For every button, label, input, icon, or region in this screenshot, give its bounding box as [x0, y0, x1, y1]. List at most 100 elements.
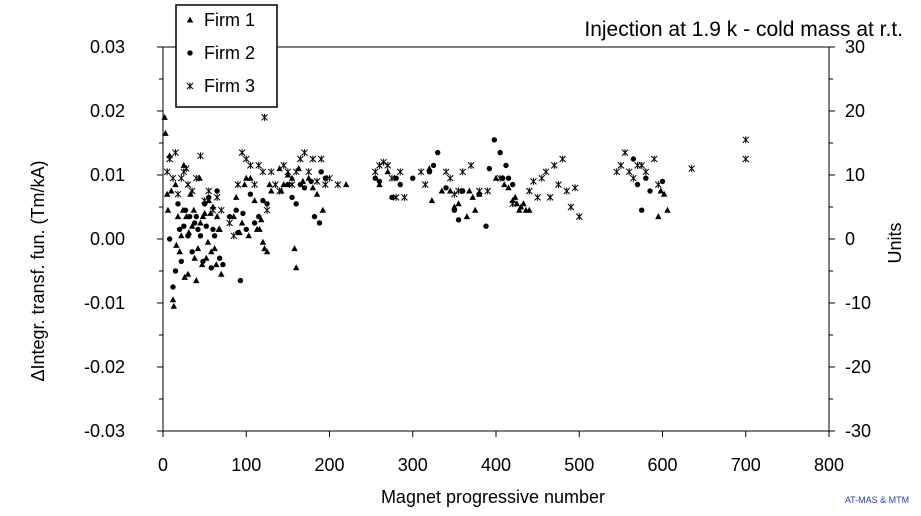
data-point: [638, 207, 645, 213]
data-point: [301, 149, 308, 157]
data-point: [196, 174, 203, 181]
data-point: [426, 165, 433, 172]
data-point: [172, 181, 179, 188]
credit-label: AT-MAS & MTM: [845, 495, 909, 505]
data-point: [501, 181, 508, 188]
data-point: [617, 161, 625, 169]
data-point: [272, 181, 279, 189]
data-point: [258, 216, 265, 223]
x-tick-label: 600: [647, 455, 677, 475]
data-point: [455, 187, 462, 195]
data-point: [181, 273, 188, 280]
data-point: [191, 254, 198, 261]
data-point: [241, 181, 248, 188]
data-point: [289, 194, 295, 201]
data-point: [313, 190, 321, 197]
data-point: [555, 181, 562, 189]
data-point: [316, 220, 323, 226]
data-point: [451, 207, 458, 213]
data-point: [163, 190, 171, 197]
data-point: [542, 168, 550, 176]
data-point: [213, 261, 220, 268]
data-point: [530, 177, 537, 185]
y-tick-label: 0.01: [90, 165, 125, 185]
data-point: [173, 241, 180, 248]
data-point: [263, 206, 271, 214]
legend-marker: [186, 82, 194, 90]
data-point: [210, 226, 216, 233]
data-point: [438, 187, 446, 194]
data-point: [203, 223, 209, 229]
data-point: [177, 174, 185, 182]
data-point: [280, 181, 287, 188]
data-point: [284, 168, 292, 176]
data-point: [388, 174, 396, 182]
data-point: [276, 165, 283, 172]
data-point: [638, 161, 646, 169]
data-point: [213, 213, 221, 220]
data-point: [451, 190, 458, 198]
data-point: [455, 200, 462, 207]
data-point: [214, 188, 220, 194]
data-point: [630, 156, 637, 162]
data-point: [318, 169, 324, 175]
data-point: [261, 245, 268, 252]
data-point: [243, 174, 250, 181]
data-point: [326, 174, 333, 182]
data-point: [208, 248, 215, 255]
legend-label: Firm 1: [204, 10, 255, 30]
data-point: [216, 255, 223, 261]
data-point: [267, 168, 275, 176]
data-point: [192, 174, 200, 182]
data-point: [384, 168, 391, 175]
data-point: [175, 201, 181, 207]
data-point: [664, 206, 671, 213]
data-point: [659, 178, 666, 185]
data-point: [426, 169, 433, 175]
data-point: [230, 232, 238, 240]
data-point: [201, 197, 208, 205]
x-tick-label: 100: [231, 455, 261, 475]
data-point: [401, 193, 408, 201]
data-point: [466, 187, 473, 194]
data-point: [435, 149, 441, 156]
data-point: [264, 201, 270, 207]
legend-marker: [186, 16, 194, 23]
data-point: [206, 194, 212, 201]
data-point: [293, 264, 300, 271]
data-point: [613, 168, 621, 176]
data-point: [204, 238, 212, 245]
y2-tick-label: -30: [845, 421, 871, 441]
data-point: [313, 177, 321, 185]
data-point: [251, 181, 258, 189]
data-point: [237, 277, 244, 284]
data-point: [295, 165, 302, 172]
y-tick-label: 0.00: [90, 229, 125, 249]
data-point: [201, 209, 208, 216]
data-point: [238, 149, 246, 157]
data-point: [288, 174, 296, 181]
data-point: [471, 206, 479, 213]
data-point: [176, 248, 183, 255]
data-point: [203, 254, 210, 261]
data-point: [194, 245, 202, 252]
y2-tick-label: 20: [845, 101, 865, 121]
data-point: [174, 213, 182, 220]
data-point: [334, 181, 342, 189]
data-point: [259, 168, 267, 176]
x-tick-label: 200: [314, 455, 344, 475]
data-point: [193, 213, 199, 220]
y2-axis-label: Units: [885, 222, 905, 263]
data-point: [163, 168, 171, 176]
data-point: [546, 193, 554, 201]
data-point: [657, 187, 665, 194]
data-point: [467, 161, 475, 169]
data-point: [164, 206, 172, 213]
data-point: [563, 187, 571, 195]
data-point: [291, 245, 298, 252]
data-point: [170, 302, 178, 309]
x-tick-label: 500: [564, 455, 594, 475]
data-point: [534, 193, 541, 201]
data-point: [451, 203, 458, 210]
